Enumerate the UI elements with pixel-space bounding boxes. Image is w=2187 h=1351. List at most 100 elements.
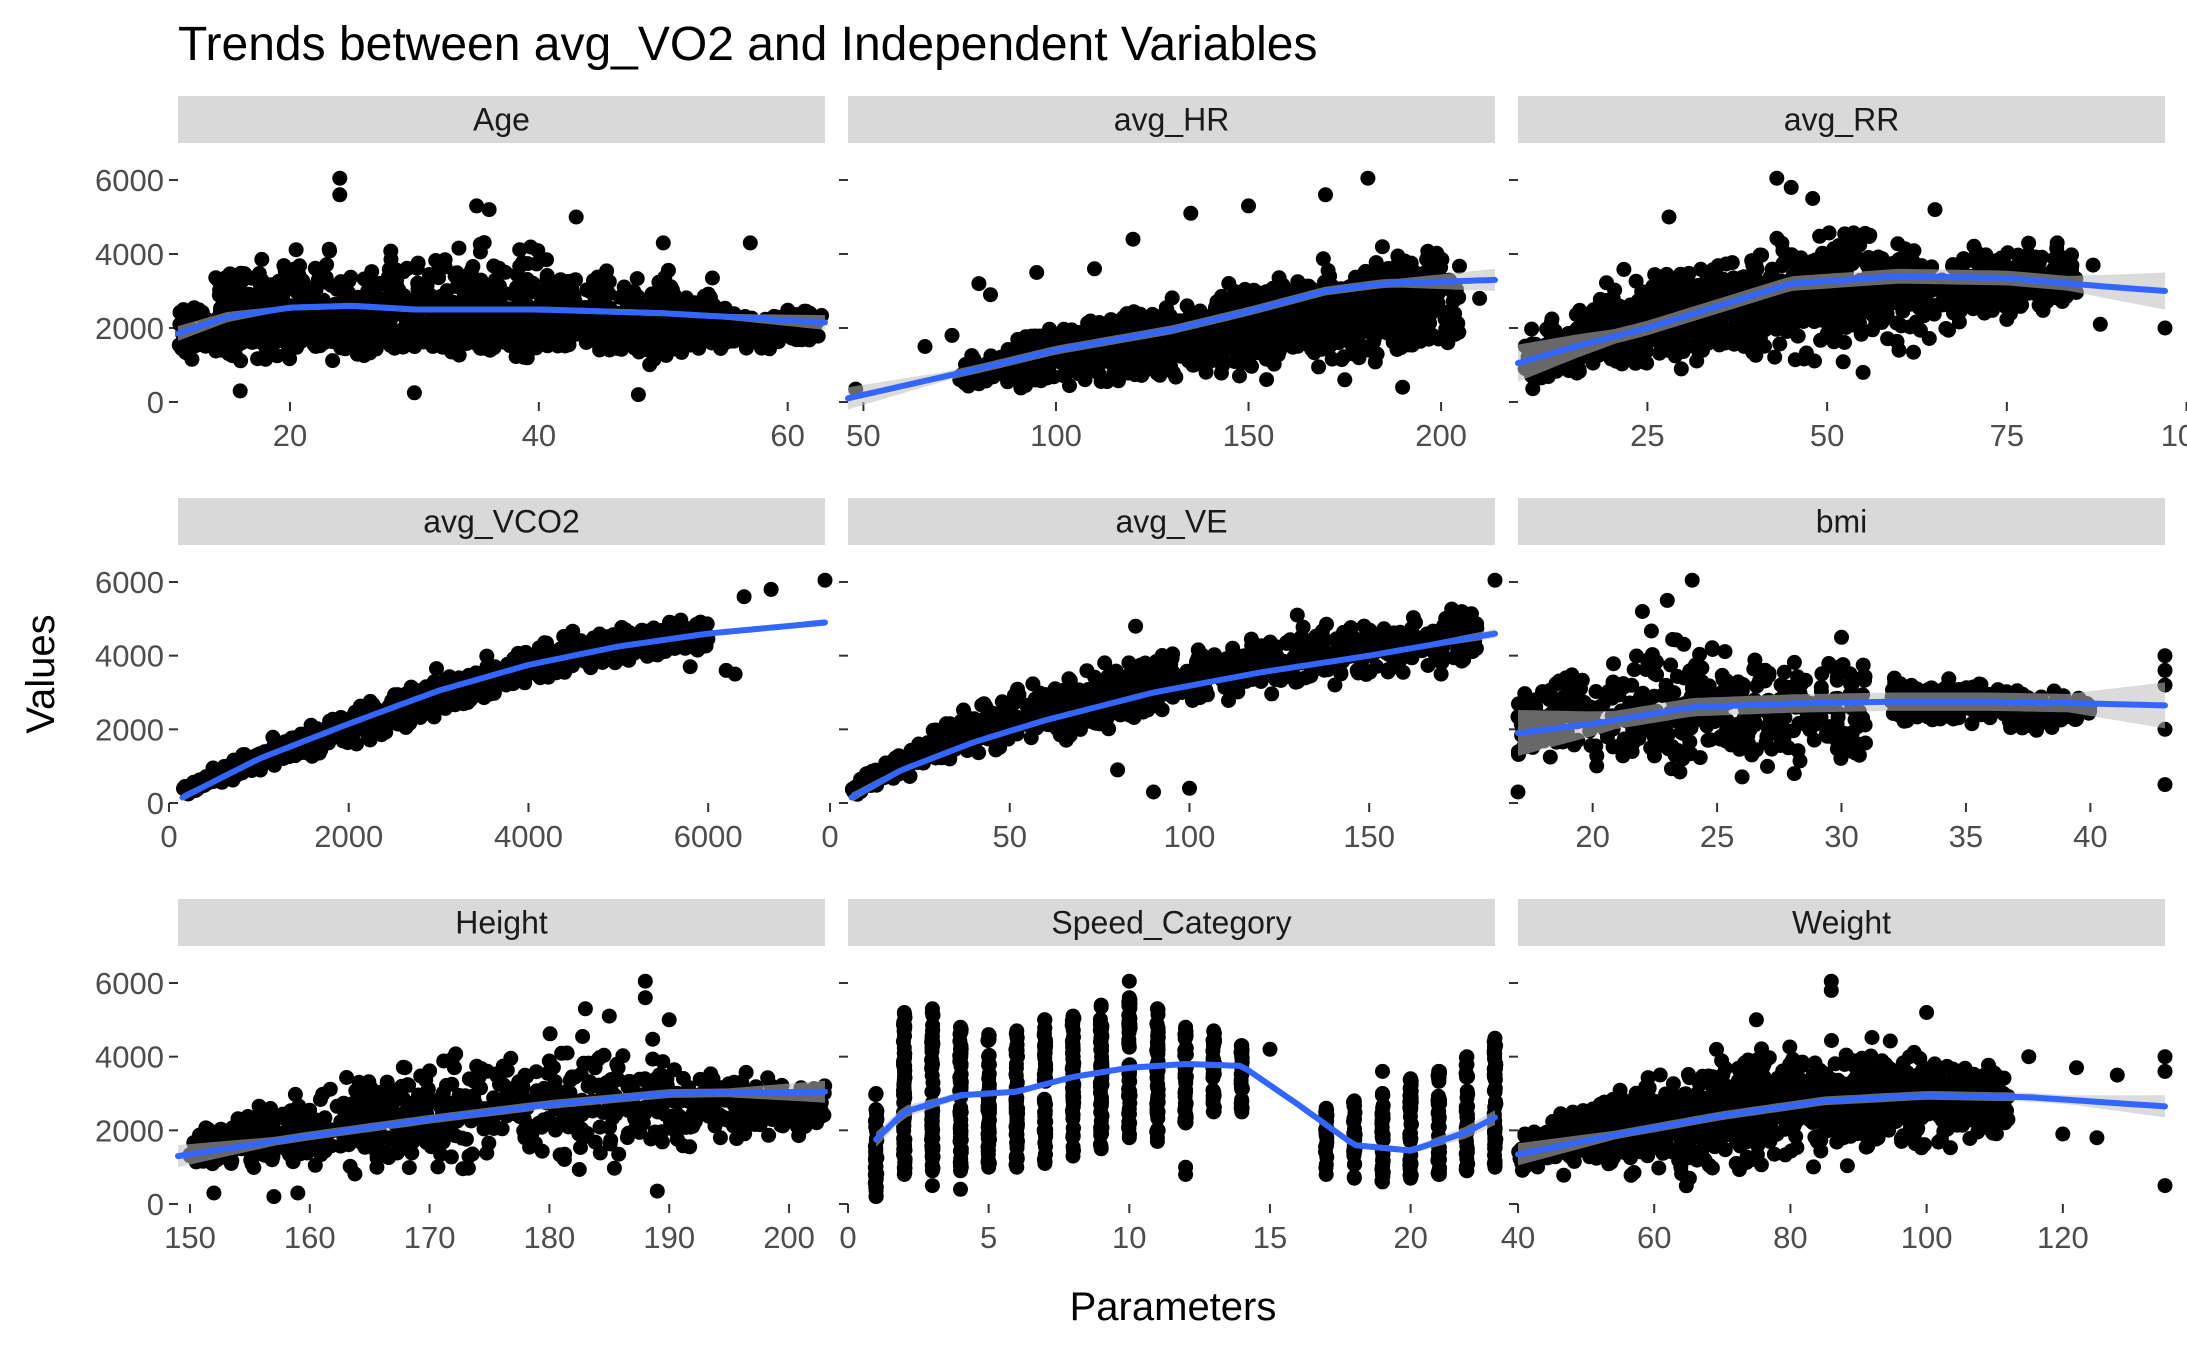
data-point [1837, 226, 1853, 242]
data-point [212, 282, 228, 298]
x-tick-label: 75 [1990, 418, 2024, 453]
data-point [1894, 318, 1909, 334]
data-point [263, 277, 279, 293]
data-point [1788, 295, 1804, 311]
y-axis-title: Values [19, 614, 63, 733]
data-point [1322, 268, 1338, 284]
data-point [491, 260, 507, 276]
data-point [530, 321, 546, 337]
data-point [308, 282, 324, 298]
data-point [380, 269, 396, 285]
data-point [1950, 284, 1966, 300]
data-point [1638, 341, 1654, 357]
data-point [630, 289, 646, 305]
data-point [2157, 320, 2173, 336]
data-point [682, 659, 698, 675]
data-point [1168, 369, 1184, 385]
data-point [1358, 293, 1374, 309]
data-point [1079, 360, 1095, 376]
data-point [637, 645, 653, 660]
data-point [694, 638, 710, 654]
data-point [186, 300, 202, 316]
x-tick-label: 50 [993, 819, 1027, 854]
data-point [630, 387, 646, 403]
data-point [430, 320, 446, 336]
data-point [472, 340, 488, 356]
data-point [1390, 260, 1406, 276]
data-point [2020, 246, 2036, 262]
data-point [410, 275, 426, 291]
data-point [1345, 303, 1361, 319]
y-tick-label: 0 [147, 385, 164, 420]
data-point [451, 240, 467, 256]
data-point [1844, 256, 1860, 272]
data-point [319, 257, 335, 273]
data-point [1742, 269, 1758, 285]
data-point [642, 357, 658, 373]
data-point [2049, 235, 2065, 251]
data-point [375, 717, 391, 733]
data-point [561, 337, 577, 353]
data-point [1337, 372, 1353, 388]
data-point [1219, 326, 1234, 342]
data-point [1790, 328, 1806, 344]
data-point [545, 334, 561, 350]
data-point [564, 658, 580, 674]
data-point [1883, 294, 1899, 310]
data-point [1091, 315, 1107, 330]
data-point [240, 292, 256, 308]
data-point [259, 349, 275, 365]
data-point [713, 328, 729, 344]
data-point [616, 279, 632, 295]
data-point [232, 383, 248, 399]
data-point [284, 280, 300, 296]
data-point [1318, 187, 1333, 203]
data-point [655, 235, 671, 251]
data-point [311, 739, 327, 755]
data-point [323, 278, 339, 293]
data-point [1746, 308, 1762, 324]
y-tick-label: 0 [147, 786, 164, 821]
x-tick-label: 20 [273, 418, 307, 453]
data-point [1400, 313, 1416, 329]
facet-strip [848, 96, 1495, 143]
data-point [332, 170, 348, 186]
data-point [1402, 265, 1417, 281]
data-point [1430, 295, 1446, 311]
data-point [1418, 297, 1434, 313]
data-point [1241, 331, 1256, 347]
data-point [408, 323, 424, 339]
data-point [597, 266, 613, 282]
x-tick-label: 4000 [494, 819, 563, 854]
data-point [1622, 297, 1638, 313]
data-point [531, 640, 547, 656]
data-point [210, 330, 226, 346]
data-point [1275, 277, 1291, 293]
data-point [1433, 259, 1449, 275]
data-point [630, 329, 646, 345]
data-point [1732, 309, 1748, 325]
data-point [2092, 316, 2108, 332]
data-point [382, 285, 398, 301]
data-point [1401, 337, 1416, 353]
data-point [294, 327, 310, 343]
data-point [184, 351, 200, 367]
data-point [1606, 303, 1622, 319]
data-point [742, 235, 758, 251]
data-point [560, 309, 576, 325]
data-point [774, 324, 790, 340]
facet-strip-label: avg_HR [1114, 102, 1230, 138]
data-point [629, 271, 645, 287]
data-point [370, 330, 386, 346]
data-point [1571, 364, 1587, 379]
data-point [1729, 273, 1745, 289]
data-point [1186, 357, 1202, 373]
data-point [472, 244, 488, 260]
data-point [1032, 328, 1048, 344]
x-tick-label: 25 [1630, 418, 1664, 453]
data-point [1087, 261, 1102, 277]
data-point [1344, 291, 1360, 307]
data-point [1779, 309, 1795, 325]
